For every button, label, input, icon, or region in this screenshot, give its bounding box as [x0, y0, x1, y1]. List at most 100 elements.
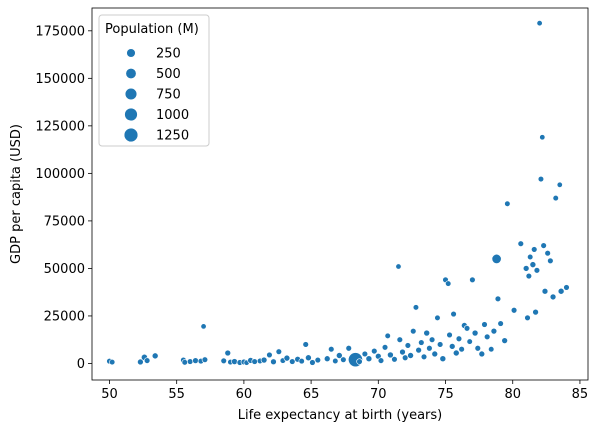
data-point — [192, 357, 199, 364]
legend-label: 1000 — [156, 108, 189, 123]
data-point — [501, 337, 508, 344]
x-tick-label: 85 — [572, 387, 589, 402]
data-point — [201, 356, 209, 363]
data-point — [552, 194, 559, 202]
data-point — [371, 347, 378, 355]
data-point — [231, 358, 238, 365]
data-point — [260, 356, 268, 364]
data-point — [345, 345, 352, 352]
x-tick-label: 55 — [168, 387, 185, 402]
x-tick-label: 65 — [303, 387, 320, 402]
plot-frame — [91, 7, 589, 381]
legend-marker — [125, 67, 137, 80]
y-tick-label: 125000 — [35, 119, 85, 134]
data-point — [541, 287, 549, 295]
data-point — [266, 351, 273, 359]
legend-label: 500 — [156, 67, 181, 82]
data-point — [469, 276, 476, 284]
data-point — [298, 358, 305, 365]
data-point — [328, 346, 335, 353]
data-point — [251, 358, 258, 365]
data-point — [490, 327, 498, 335]
data-point — [481, 321, 488, 328]
data-point — [452, 349, 460, 357]
data-point — [533, 267, 541, 274]
data-point — [557, 287, 565, 295]
data-point — [143, 357, 151, 364]
data-point — [522, 265, 530, 272]
data-point — [336, 352, 343, 359]
data-point — [540, 242, 547, 249]
x-tick-label: 70 — [370, 387, 387, 402]
data-point — [488, 346, 495, 353]
data-point — [361, 350, 369, 358]
data-point — [448, 343, 456, 350]
data-point — [484, 333, 491, 341]
data-point — [200, 323, 207, 330]
data-point — [494, 295, 502, 303]
data-point — [384, 332, 391, 340]
data-point — [356, 358, 363, 365]
data-point — [510, 307, 518, 314]
data-point — [402, 354, 409, 361]
x-tick-label: 60 — [236, 387, 253, 402]
data-point — [305, 354, 312, 362]
y-tick-label: 175000 — [35, 24, 85, 39]
data-point — [478, 350, 486, 358]
x-axis: 50 55 60 65 70 75 80 85 — [101, 380, 588, 402]
y-tick-label: 25000 — [44, 309, 85, 324]
data-point — [314, 356, 322, 364]
data-point — [423, 329, 431, 337]
data-point — [446, 331, 453, 339]
data-point — [407, 352, 414, 359]
data-point — [428, 336, 436, 343]
data-point — [556, 181, 563, 188]
data-point — [532, 308, 539, 316]
data-point — [426, 345, 433, 352]
data-point — [109, 359, 116, 366]
data-point — [302, 341, 309, 348]
data-point — [399, 348, 406, 356]
data-point — [181, 359, 188, 366]
data-point — [450, 310, 457, 318]
legend-marker — [124, 107, 138, 122]
x-tick-label: 80 — [504, 387, 521, 402]
data-point — [415, 346, 422, 354]
y-tick-label: 100000 — [35, 167, 85, 182]
y-tick-label: 75000 — [44, 214, 85, 229]
legend-label: 250 — [156, 47, 181, 62]
data-point — [137, 358, 144, 366]
data-point — [517, 240, 524, 247]
data-point — [309, 359, 316, 366]
data-point — [418, 339, 425, 346]
data-points — [106, 20, 570, 368]
data-point — [224, 349, 232, 357]
legend-label: 750 — [156, 88, 181, 103]
y-tick-label: 0 — [77, 357, 85, 372]
data-point — [283, 354, 291, 362]
data-point — [471, 329, 479, 337]
data-point — [458, 346, 465, 353]
data-point — [270, 358, 277, 365]
data-point — [220, 357, 227, 364]
data-point — [439, 355, 447, 363]
data-point — [455, 335, 463, 342]
data-point — [463, 325, 471, 332]
data-point — [474, 345, 481, 352]
data-point — [497, 320, 504, 327]
data-point — [381, 344, 389, 351]
data-point — [365, 355, 373, 363]
y-tick-label: 50000 — [44, 262, 85, 277]
legend-title: Population (M) — [105, 22, 199, 37]
x-tick-label: 50 — [101, 387, 118, 402]
legend-marker — [126, 48, 136, 58]
data-point — [289, 358, 296, 365]
data-point — [431, 350, 439, 358]
data-point — [332, 357, 339, 365]
data-point — [377, 357, 385, 364]
data-point — [434, 314, 441, 321]
data-point — [436, 341, 444, 348]
data-point — [396, 336, 404, 343]
data-point — [186, 358, 194, 365]
